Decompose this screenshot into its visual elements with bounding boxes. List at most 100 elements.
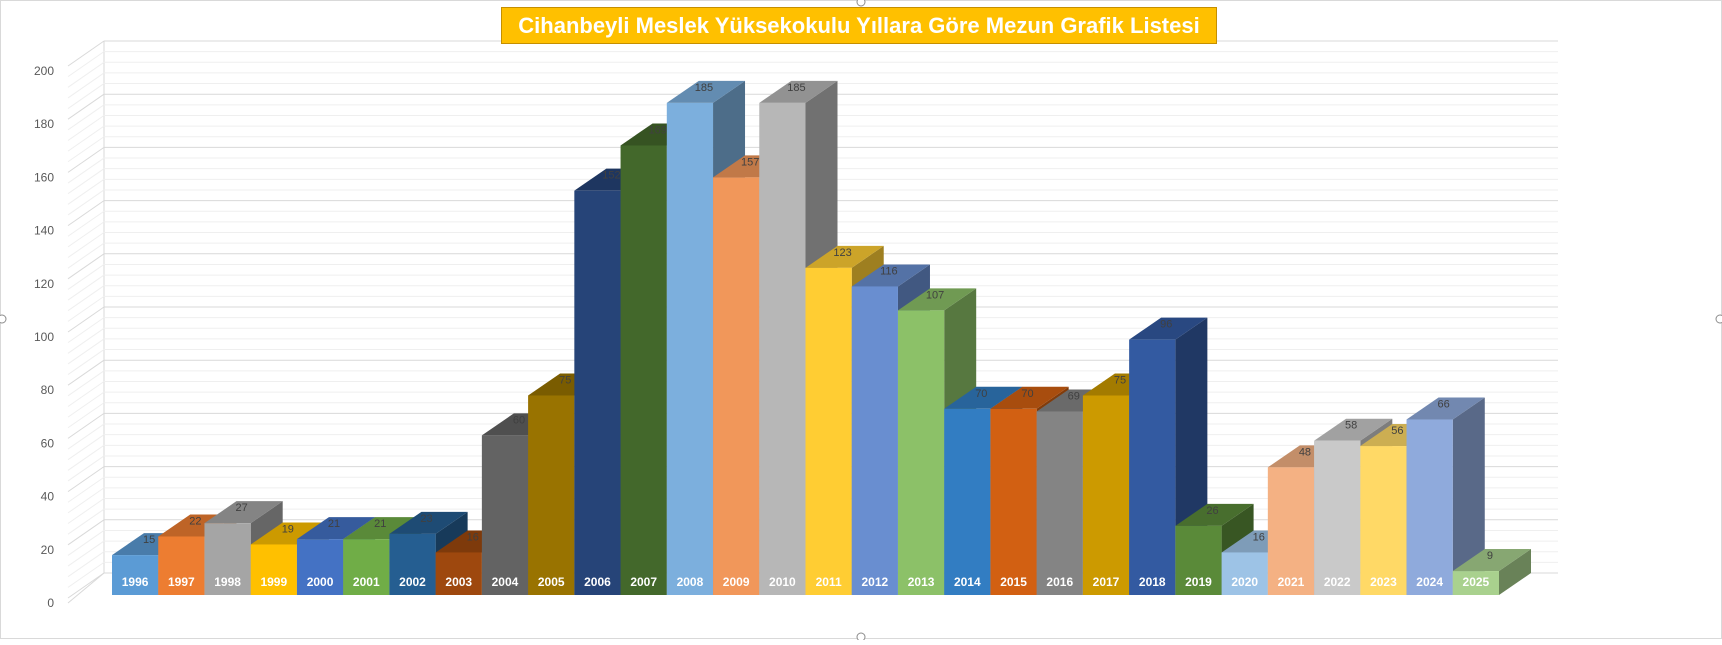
data-label: 152 (602, 170, 620, 182)
bar-front (435, 552, 482, 595)
x-tick-label: 2018 (1139, 575, 1166, 589)
bar-top (759, 80, 838, 103)
bar-top (1175, 503, 1254, 526)
major-gridline-side (67, 412, 105, 439)
y-axis: 0 20 40 60 80 100 120 140 160 180 200 (34, 64, 54, 610)
x-tick-label: 2013 (908, 575, 935, 589)
x-tick-label: 2014 (954, 575, 981, 589)
bar-top (343, 517, 422, 540)
y-tick-label: 200 (34, 64, 54, 78)
minor-gridline-side (67, 232, 105, 258)
minor-gridline-side (67, 51, 105, 78)
bar-side (1499, 549, 1531, 595)
bar-front (805, 267, 852, 595)
x-tick-label: 2019 (1185, 575, 1212, 589)
y-tick-label: 20 (41, 543, 55, 557)
data-label: 21 (328, 518, 340, 530)
data-label: 70 (975, 388, 987, 400)
x-tick-label: 2003 (445, 575, 472, 589)
minor-gridline-side (67, 487, 105, 514)
bar-top (1314, 418, 1393, 441)
data-label: 96 (1160, 319, 1172, 331)
data-label: 26 (1206, 505, 1218, 517)
bar-front (296, 539, 344, 595)
bar-front (250, 544, 297, 595)
data-label: 169 (649, 124, 667, 136)
y-tick-label: 120 (34, 277, 54, 291)
data-label: 185 (787, 82, 805, 94)
resize-handle[interactable] (0, 314, 7, 324)
minor-gridline-side (67, 125, 105, 152)
x-tick-label: 2004 (492, 575, 519, 589)
minor-gridline-side (67, 178, 105, 205)
data-label: 56 (1391, 425, 1403, 437)
data-label: 70 (1021, 388, 1033, 400)
data-label: 69 (1068, 390, 1080, 402)
minor-gridline-side (67, 551, 105, 578)
bar-front (759, 102, 806, 596)
data-label: 75 (559, 375, 571, 387)
bar-front (1082, 395, 1130, 595)
minor-gridline-side (67, 61, 105, 88)
bar-2024: 2024 66 (1406, 397, 1485, 595)
data-label: 16 (467, 531, 479, 543)
data-label: 75 (1114, 375, 1126, 387)
major-gridline-side (67, 146, 105, 173)
x-tick-label: 1996 (122, 575, 149, 589)
minor-gridline-side (67, 274, 105, 301)
major-gridline-side (67, 93, 105, 120)
x-tick-label: 2021 (1278, 575, 1305, 589)
y-tick-label: 40 (41, 490, 55, 504)
y-tick-label: 60 (41, 436, 55, 450)
data-label: 116 (880, 265, 898, 277)
minor-gridline-side (67, 285, 105, 312)
x-tick-label: 2025 (1463, 575, 1490, 589)
minor-gridline-side (67, 104, 105, 131)
minor-gridline-side (67, 338, 105, 365)
data-label: 185 (695, 82, 713, 94)
bar-front (112, 555, 159, 595)
minor-gridline-side (67, 508, 105, 535)
x-tick-label: 1998 (214, 575, 241, 589)
x-tick-label: 2022 (1324, 575, 1351, 589)
minor-gridline-side (67, 157, 105, 184)
x-tick-label: 2006 (584, 575, 611, 589)
minor-gridline-side (67, 264, 105, 290)
bar-front (1175, 525, 1222, 595)
chart-title: Cihanbeyli Meslek Yüksekokulu Yıllara Gö… (518, 12, 1200, 38)
data-label: 16 (1253, 531, 1265, 543)
x-tick-label: 2017 (1093, 575, 1120, 589)
bar-top (805, 245, 884, 268)
minor-gridline-side (67, 444, 105, 471)
y-tick-label: 180 (34, 117, 54, 131)
data-label: 9 (1487, 550, 1493, 562)
bar-side (1452, 397, 1485, 595)
x-tick-label: 2012 (861, 575, 888, 589)
minor-gridline-side (67, 455, 105, 482)
bar-front (1267, 467, 1315, 595)
minor-gridline-side (67, 561, 105, 588)
x-tick-label: 2020 (1231, 575, 1258, 589)
bar-front (158, 536, 205, 595)
resize-handle[interactable] (1715, 314, 1722, 324)
bar-front (851, 286, 898, 595)
minor-gridline-side (67, 72, 105, 99)
y-tick-label: 140 (34, 224, 54, 238)
data-label: 60 (513, 414, 525, 426)
major-gridline-side (67, 519, 105, 546)
bar-front (620, 145, 667, 595)
minor-gridline-side (67, 423, 105, 450)
minor-gridline-side (67, 530, 105, 556)
major-gridline-side (67, 572, 105, 599)
major-gridline-side (67, 40, 105, 67)
x-tick-label: 2009 (723, 575, 750, 589)
x-tick-label: 2001 (353, 575, 380, 589)
minor-gridline-side (67, 540, 105, 567)
bar-front (990, 408, 1037, 595)
bar-front (1221, 552, 1268, 595)
minor-gridline-side (67, 381, 105, 407)
resize-handle[interactable] (856, 632, 866, 642)
minor-gridline-side (67, 402, 105, 429)
resize-handle[interactable] (856, 0, 866, 7)
